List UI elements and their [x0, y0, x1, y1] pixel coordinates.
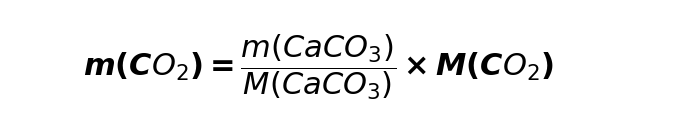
Text: $\boldsymbol{m(CO_2) = \dfrac{m(CaCO_3)}{M(CaCO_3)} \times M(CO_2)}$: $\boldsymbol{m(CO_2) = \dfrac{m(CaCO_3)}… — [83, 33, 554, 102]
